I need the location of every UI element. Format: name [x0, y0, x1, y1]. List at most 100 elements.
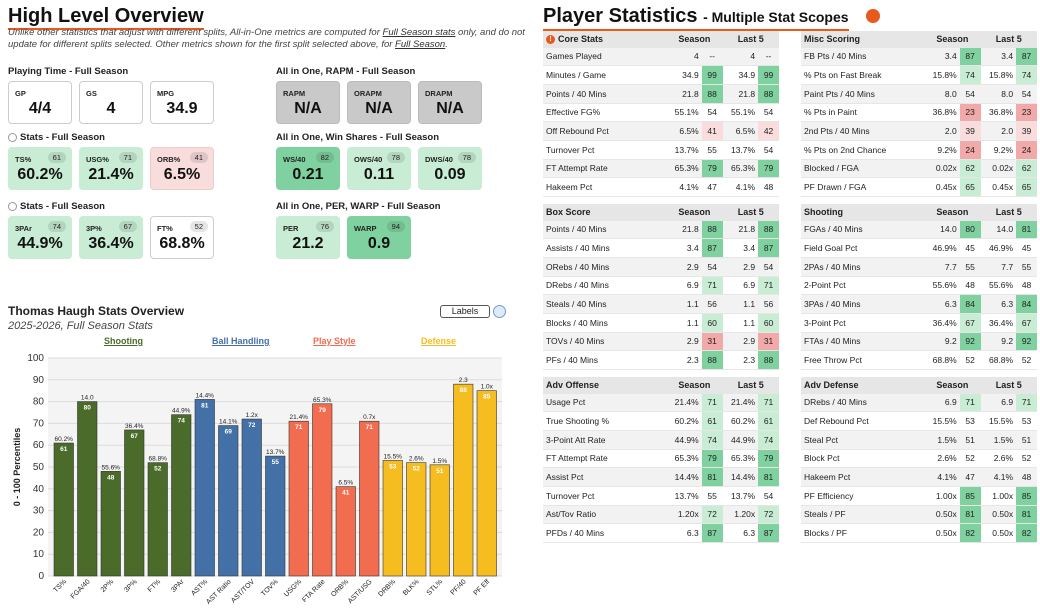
- bar-ast-tov[interactable]: [241, 418, 262, 577]
- info-icon[interactable]: !: [546, 34, 555, 44]
- stat-name: % Pts on 2nd Chance: [801, 140, 925, 160]
- stat-card-ws-40: WS/40 82 0.21: [276, 147, 340, 190]
- table-row: ORebs / 40 Mins 2.9 54 2.9 54: [543, 257, 779, 277]
- last5-value: 14.0: [980, 220, 1017, 240]
- bar-fga-40[interactable]: [77, 401, 98, 577]
- table-row: Steal Pct 1.5% 51 1.5% 51: [801, 430, 1037, 450]
- x-tick-label: TS%: [52, 578, 68, 594]
- bar-ast-ratio[interactable]: [218, 425, 239, 577]
- full-season-link[interactable]: Full Season: [395, 39, 446, 50]
- section-label-playing-time: Playing Time - Full Season: [8, 66, 128, 77]
- last5-percentile: 87: [1016, 47, 1037, 67]
- stat-name: Effective FG%: [543, 103, 667, 123]
- table-title: Box Score: [543, 204, 667, 221]
- season-percentile: 99: [701, 65, 723, 85]
- season-percentile: 79: [701, 159, 723, 179]
- last5-value: 6.9: [722, 276, 759, 296]
- bar-pf-40[interactable]: [453, 383, 474, 577]
- last5-percentile: 67: [1016, 313, 1037, 333]
- bar-percentile-label: 79: [319, 407, 327, 414]
- bar-pf-eff[interactable]: [476, 390, 497, 577]
- full-season-stats-link[interactable]: Full Season stats: [382, 27, 456, 38]
- season-value: 14.0: [924, 220, 960, 240]
- table-row: PFDs / 40 Mins 6.3 87 6.3 87: [543, 523, 779, 543]
- bar-2p[interactable]: [100, 471, 121, 577]
- season-value: 6.9: [666, 276, 702, 296]
- labels-toggle-button[interactable]: Labels: [440, 305, 490, 318]
- season-value: 36.8%: [924, 103, 960, 123]
- percentile-badge: 82: [315, 152, 334, 163]
- table-row: % Pts on Fast Break 15.8% 74 15.8% 74: [801, 65, 1037, 85]
- stat-name: Turnover Pct: [543, 486, 667, 506]
- bar-ast-usg[interactable]: [359, 420, 380, 577]
- stat-card-per: PER 76 21.2: [276, 216, 340, 259]
- season-percentile: 52: [959, 449, 981, 469]
- bar-stl[interactable]: [429, 464, 450, 577]
- stat-name: Steal Pct: [801, 430, 925, 450]
- table-title-text: Adv Defense: [804, 379, 859, 390]
- last5-value: 6.3: [980, 294, 1017, 314]
- bar-ft[interactable]: [147, 462, 168, 577]
- x-tick-label: 3P%: [123, 578, 138, 593]
- legend-play-style[interactable]: Play Style: [313, 336, 356, 346]
- bar-usg[interactable]: [288, 420, 309, 577]
- radio-icon[interactable]: [8, 202, 17, 211]
- table-row: FT Attempt Rate 65.3% 79 65.3% 79: [543, 449, 779, 469]
- bar-blk[interactable]: [406, 462, 427, 577]
- stat-card-label: WS/40: [283, 155, 306, 164]
- last5-value: 2.9: [722, 257, 759, 277]
- bar-fta-rate[interactable]: [312, 403, 333, 577]
- y-axis-label: 0 - 100 Percentiles: [12, 428, 22, 507]
- last5-value: 65.3%: [722, 159, 759, 179]
- radio-icon[interactable]: [8, 133, 17, 142]
- last5-value: 6.5%: [722, 121, 759, 141]
- season-percentile: 81: [701, 467, 723, 487]
- season-percentile: 55: [701, 486, 723, 506]
- season-percentile: 84: [959, 294, 981, 314]
- season-value: 65.3%: [666, 159, 702, 179]
- table-row: Turnover Pct 13.7% 55 13.7% 54: [543, 140, 779, 160]
- table-row: Blocks / 40 Mins 1.1 60 1.1 60: [543, 313, 779, 333]
- season-value: 9.2%: [924, 140, 960, 160]
- season-value: 4.1%: [666, 177, 702, 197]
- table-adv-defense: Adv Defense Season Last 5 DRebs / 40 Mins 6.…: [801, 377, 1037, 543]
- season-value: 1.00x: [924, 486, 960, 506]
- season-percentile: 88: [701, 220, 723, 240]
- stat-name: Field Goal Pct: [801, 238, 925, 258]
- labels-toggle-switch[interactable]: [493, 305, 506, 318]
- table-row: 2nd Pts / 40 Mins 2.0 39 2.0 39: [801, 121, 1037, 141]
- last5-value: 21.8: [722, 84, 759, 104]
- bar-3p[interactable]: [124, 429, 145, 577]
- legend-defense[interactable]: Defense: [421, 336, 457, 346]
- season-percentile: 79: [701, 449, 723, 469]
- last5-value: 8.0: [980, 84, 1017, 104]
- bar-tov[interactable]: [265, 455, 286, 577]
- table-row: Points / 40 Mins 21.8 88 21.8 88: [543, 84, 779, 104]
- stat-card-label: RAPM: [283, 89, 306, 98]
- stat-name: Games Played: [543, 47, 667, 67]
- legend-ball-handling[interactable]: Ball Handling: [212, 336, 270, 346]
- stat-name: FTAs / 40 Mins: [801, 332, 925, 352]
- bar-3par[interactable]: [171, 414, 192, 577]
- section-label-text: Playing Time - Full Season: [8, 66, 129, 77]
- table-title: Shooting: [801, 204, 925, 221]
- bar-drb[interactable]: [382, 460, 403, 577]
- season-value: 2.9: [666, 257, 702, 277]
- section-label-text: Stats - Full Season: [20, 201, 105, 212]
- percentile-badge: 76: [315, 221, 334, 232]
- last5-value: 65.3%: [722, 449, 759, 469]
- last5-value: 6.3: [722, 523, 759, 543]
- bar-ts[interactable]: [53, 442, 74, 577]
- stat-card-value: 4/4: [28, 100, 52, 117]
- table-row: PF Efficiency 1.00x 85 1.00x 85: [801, 486, 1037, 506]
- season-value: 46.9%: [924, 238, 960, 258]
- stat-card-label: OWS/40: [354, 155, 383, 164]
- stat-name: Usage Pct: [543, 393, 667, 413]
- percentile-badge: 52: [189, 221, 208, 232]
- legend-shooting[interactable]: Shooting: [104, 336, 143, 346]
- bar-ast[interactable]: [194, 399, 215, 577]
- stat-card-value: 36.4%: [88, 235, 134, 252]
- season-percentile: 85: [959, 486, 981, 506]
- bar-orb[interactable]: [335, 486, 356, 577]
- stat-card-mpg: MPG 34.9: [150, 81, 214, 124]
